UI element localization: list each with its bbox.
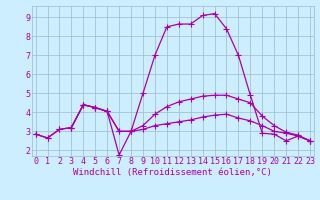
X-axis label: Windchill (Refroidissement éolien,°C): Windchill (Refroidissement éolien,°C) xyxy=(73,168,272,177)
